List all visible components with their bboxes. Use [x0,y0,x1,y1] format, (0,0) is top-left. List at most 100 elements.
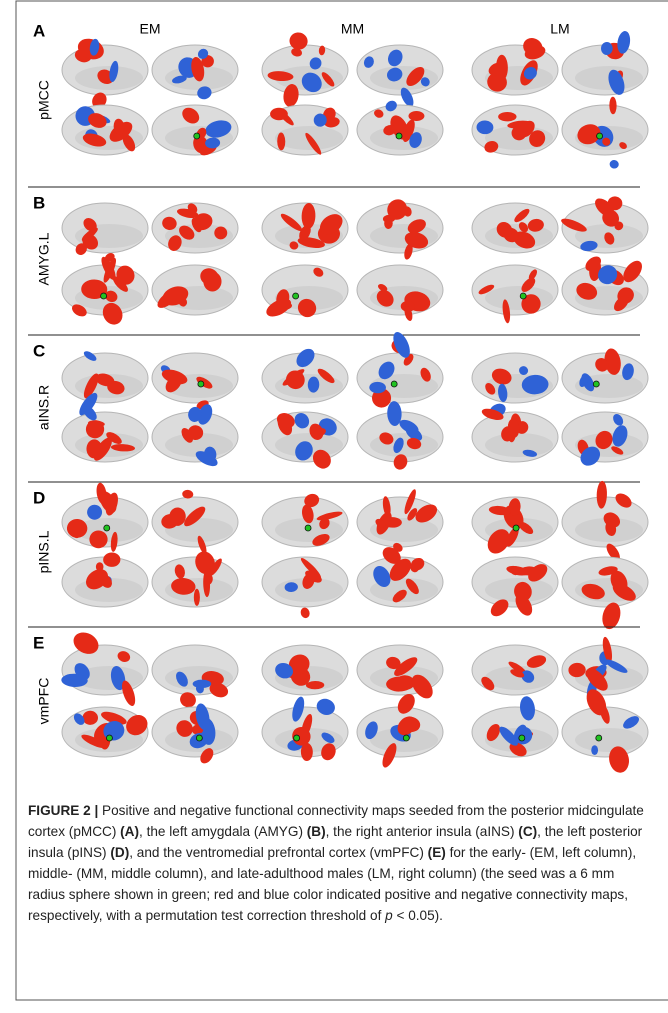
brain-map [472,203,558,253]
brain-shading [575,728,643,752]
brain-map [472,695,558,759]
brain-map [357,645,443,702]
seed-marker [403,735,409,741]
brain-map [562,481,648,563]
brain-map [562,254,648,315]
panel-letter: D [33,488,45,507]
brain-map [357,488,443,554]
brain-map [472,35,558,95]
positive-blob [194,589,200,606]
seed-marker [196,735,202,741]
brain-map [472,265,558,324]
row-label: AMYG.L [36,232,52,285]
brain-map [562,686,648,774]
brain-map [62,203,148,264]
brain-map [262,645,348,695]
seed-marker [106,735,112,741]
brain-map [357,99,443,155]
positive-blob [86,439,102,458]
brain-map [62,35,148,111]
brain-map [152,702,238,766]
negative-blob [591,745,598,755]
seed-marker [596,735,602,741]
caption-ref: (A) [120,824,139,839]
brain-map [62,102,148,155]
brain-map [152,201,238,253]
seed-marker [519,735,525,741]
brain-shading [370,66,438,90]
brain-map [562,347,648,403]
seed-marker [513,525,519,531]
brain-map [152,353,238,411]
row-label: vmPFC [36,678,52,725]
brain-map [562,557,648,631]
caption-text: , and the ventromedial prefrontal cortex… [129,845,427,860]
row-label: pMCC [36,80,52,120]
positive-blob [299,606,311,619]
row-label: aINS.R [36,385,52,430]
brain-map [262,30,348,108]
seed-marker [396,133,402,139]
figure-page: ApMCCBAMYG.LCaINS.RDpINS.LEvmPFCEMMMLM F… [0,0,668,1013]
brain-map [357,265,443,322]
brain-map [472,497,558,558]
seed-marker [520,293,526,299]
caption-ref: (C) [518,824,537,839]
positive-blob [498,112,516,121]
brain-shading [485,286,553,310]
brain-map [262,203,348,253]
caption-ref: (E) [428,845,446,860]
caption-symbol: p [385,908,393,923]
brain-map [562,636,648,702]
seed-marker [293,293,299,299]
brain-map [357,45,443,109]
brain-map [357,691,443,770]
brain-map [61,628,148,707]
brain-map [262,265,348,321]
brain-map [562,97,648,170]
seed-marker [305,525,311,531]
panel-letter: A [33,21,45,40]
brain-map [262,345,348,403]
positive-blob [408,111,424,121]
brain-map [357,401,443,471]
caption-ref: (B) [307,824,326,839]
brain-map [357,330,443,412]
brain-map [152,265,238,315]
panel-letter: C [33,341,45,360]
column-header: MM [341,21,364,37]
brain-map [62,403,148,464]
brain-map [472,401,558,462]
seed-marker [593,381,599,387]
brain-shading [485,433,553,457]
brain-map [152,490,238,556]
brain-map [357,544,443,607]
brain-map [472,105,558,155]
caption-text: < 0.05). [393,908,443,923]
panel-letter: E [33,633,44,652]
seed-marker [101,293,107,299]
brain-map [262,556,348,619]
brain-map [62,255,148,328]
seed-marker [391,381,397,387]
brain-map [562,30,648,97]
brain-map [62,349,148,418]
brain-map [152,45,238,101]
brain-map [152,104,238,157]
brain-map [152,549,238,607]
negative-blob [609,159,620,169]
brain-map [262,105,348,156]
caption-label: FIGURE 2 | [28,803,98,818]
brain-map [472,353,558,403]
brain-map [62,707,151,757]
caption-text: , the left amygdala (AMYG) [139,824,307,839]
row-label: pINS.L [36,530,52,573]
brain-map [262,410,348,472]
brain-map [152,402,238,469]
brain-map [562,412,648,470]
brain-map [560,195,648,253]
negative-blob [193,680,212,689]
brain-map [62,552,148,607]
caption-ref: (D) [110,845,129,860]
seed-marker [104,525,110,531]
